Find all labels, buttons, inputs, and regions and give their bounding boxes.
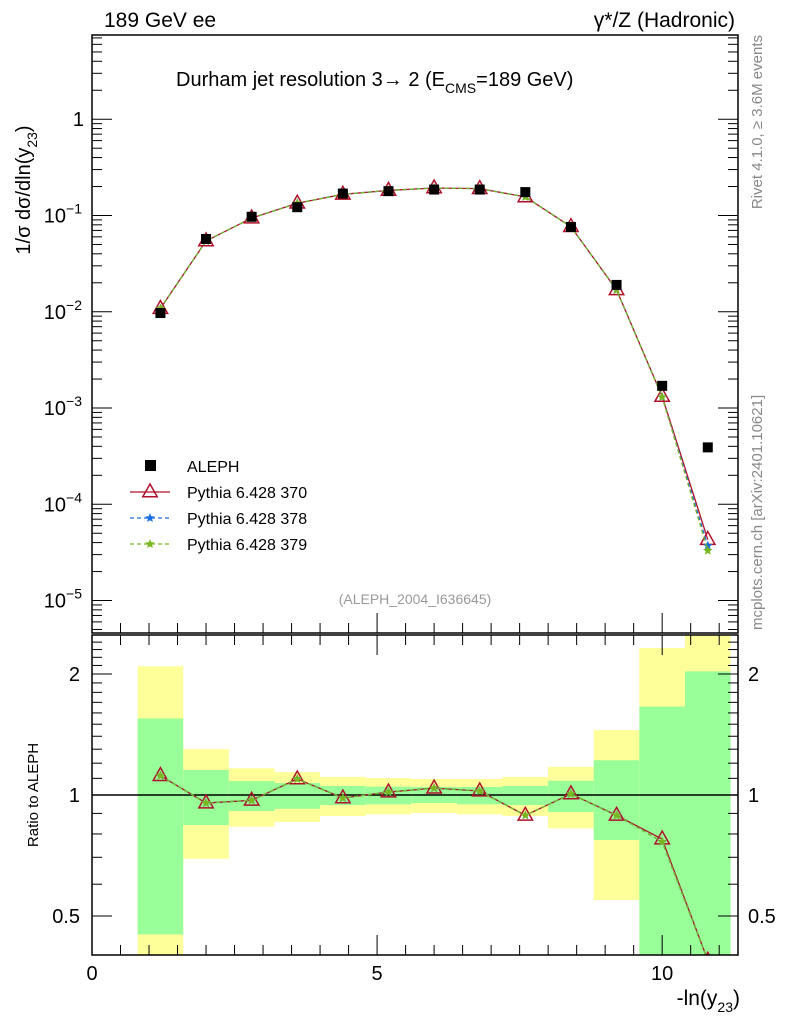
legend-label: Pythia 6.428 379 <box>187 537 307 554</box>
ratio-y-tick-label: 0.5 <box>52 906 80 928</box>
ratio-y-tick-label: 1 <box>69 785 80 807</box>
band-inner-bin <box>639 706 685 955</box>
main-title: Durham jet resolution 3→ 2 (ECMS=189 GeV… <box>176 69 573 96</box>
data-point <box>201 798 211 808</box>
ratio-plot: 0 5 10 2 2 1 1 0.5 0.5 <box>52 634 776 985</box>
data-point <box>611 279 622 290</box>
x-tick-label: 5 <box>372 963 383 985</box>
legend-label: Pythia 6.428 378 <box>187 511 307 528</box>
data-point <box>566 789 576 798</box>
legend-star-icon <box>145 539 155 548</box>
x-axis-label: -ln(y23) <box>677 987 740 1015</box>
data-point <box>292 774 302 783</box>
header-right: γ*/Z (Hadronic) <box>594 9 735 32</box>
data-point <box>474 184 485 195</box>
data-point <box>565 221 576 232</box>
band-inner-bin <box>183 769 229 826</box>
legend-item: Pythia 6.428 379 <box>130 537 307 554</box>
series-pythia-6-428-379 <box>155 770 713 964</box>
ratio-y-tick-label-right: 0.5 <box>748 906 776 928</box>
legend-label: ALEPH <box>187 459 239 476</box>
series-aleph <box>155 184 713 453</box>
data-point <box>657 380 668 391</box>
data-point <box>653 386 671 402</box>
data-point <box>246 795 257 805</box>
legend-star-icon <box>145 513 155 522</box>
data-point <box>703 955 713 964</box>
header-left: 189 GeV ee <box>104 9 216 32</box>
analysis-watermark: (ALEPH_2004_I636645) <box>339 591 492 607</box>
legend-label: Pythia 6.428 370 <box>187 485 307 502</box>
data-point <box>520 810 531 820</box>
data-point <box>703 540 713 550</box>
data-point <box>292 202 303 213</box>
data-point <box>383 186 394 197</box>
y-tick-label: 1 <box>73 109 84 131</box>
data-point <box>246 211 257 222</box>
data-point <box>703 955 713 964</box>
legend-triangle-icon <box>141 482 159 498</box>
data-point <box>429 783 439 793</box>
rivet-label: Rivet 4.1.0, ≥ 3.6M events <box>749 35 766 209</box>
ratio-y-tick-label-right: 2 <box>748 664 759 686</box>
data-point <box>475 786 485 796</box>
band-inner-bin <box>593 760 640 840</box>
legend: ALEPH Pythia 6.428 370 Pythia 6.428 378 Pyt… <box>130 459 307 554</box>
band-inner-bin <box>137 718 184 935</box>
data-point <box>429 184 440 195</box>
legend-square-icon <box>145 460 156 471</box>
main-ylabel: 1/σ dσ/dln(y23) <box>13 125 40 254</box>
data-point <box>520 187 531 198</box>
ratio-y-tick-label: 2 <box>69 664 80 686</box>
y-tick-label: 10−3 <box>44 393 82 420</box>
ratio-ylabel: Ratio to ALEPH <box>25 743 42 847</box>
ratio-y-tick-label-right: 1 <box>748 785 759 807</box>
x-tick-label: 0 <box>86 963 97 985</box>
y-tick-label: 10−2 <box>44 297 82 324</box>
data-point <box>702 442 713 453</box>
data-point <box>611 810 622 820</box>
data-point <box>155 308 166 319</box>
legend-item: Pythia 6.428 370 <box>130 482 307 502</box>
legend-item: ALEPH <box>145 459 239 476</box>
data-point <box>337 188 348 199</box>
data-point <box>657 392 667 402</box>
data-point <box>155 770 166 780</box>
data-point <box>703 545 713 555</box>
band-inner-bin <box>274 783 321 809</box>
band-inner-bin <box>684 671 731 955</box>
uncertainty-bands <box>137 635 731 955</box>
data-point <box>383 787 394 797</box>
x-tick-label: 10 <box>651 963 673 985</box>
mcplots-label: mcplots.cern.ch [arXiv:2401.10621] <box>749 395 766 630</box>
y-tick-label: 10−5 <box>44 586 82 613</box>
data-point <box>338 793 348 802</box>
legend-item: Pythia 6.428 378 <box>130 511 307 528</box>
main-plot: 1 10−1 10−2 10−3 10−4 10−5 <box>44 34 739 634</box>
y-tick-label: 10−4 <box>44 489 82 516</box>
data-point <box>201 233 212 244</box>
main-frame <box>91 34 739 634</box>
y-tick-label: 10−1 <box>44 200 82 227</box>
data-point <box>657 836 667 846</box>
